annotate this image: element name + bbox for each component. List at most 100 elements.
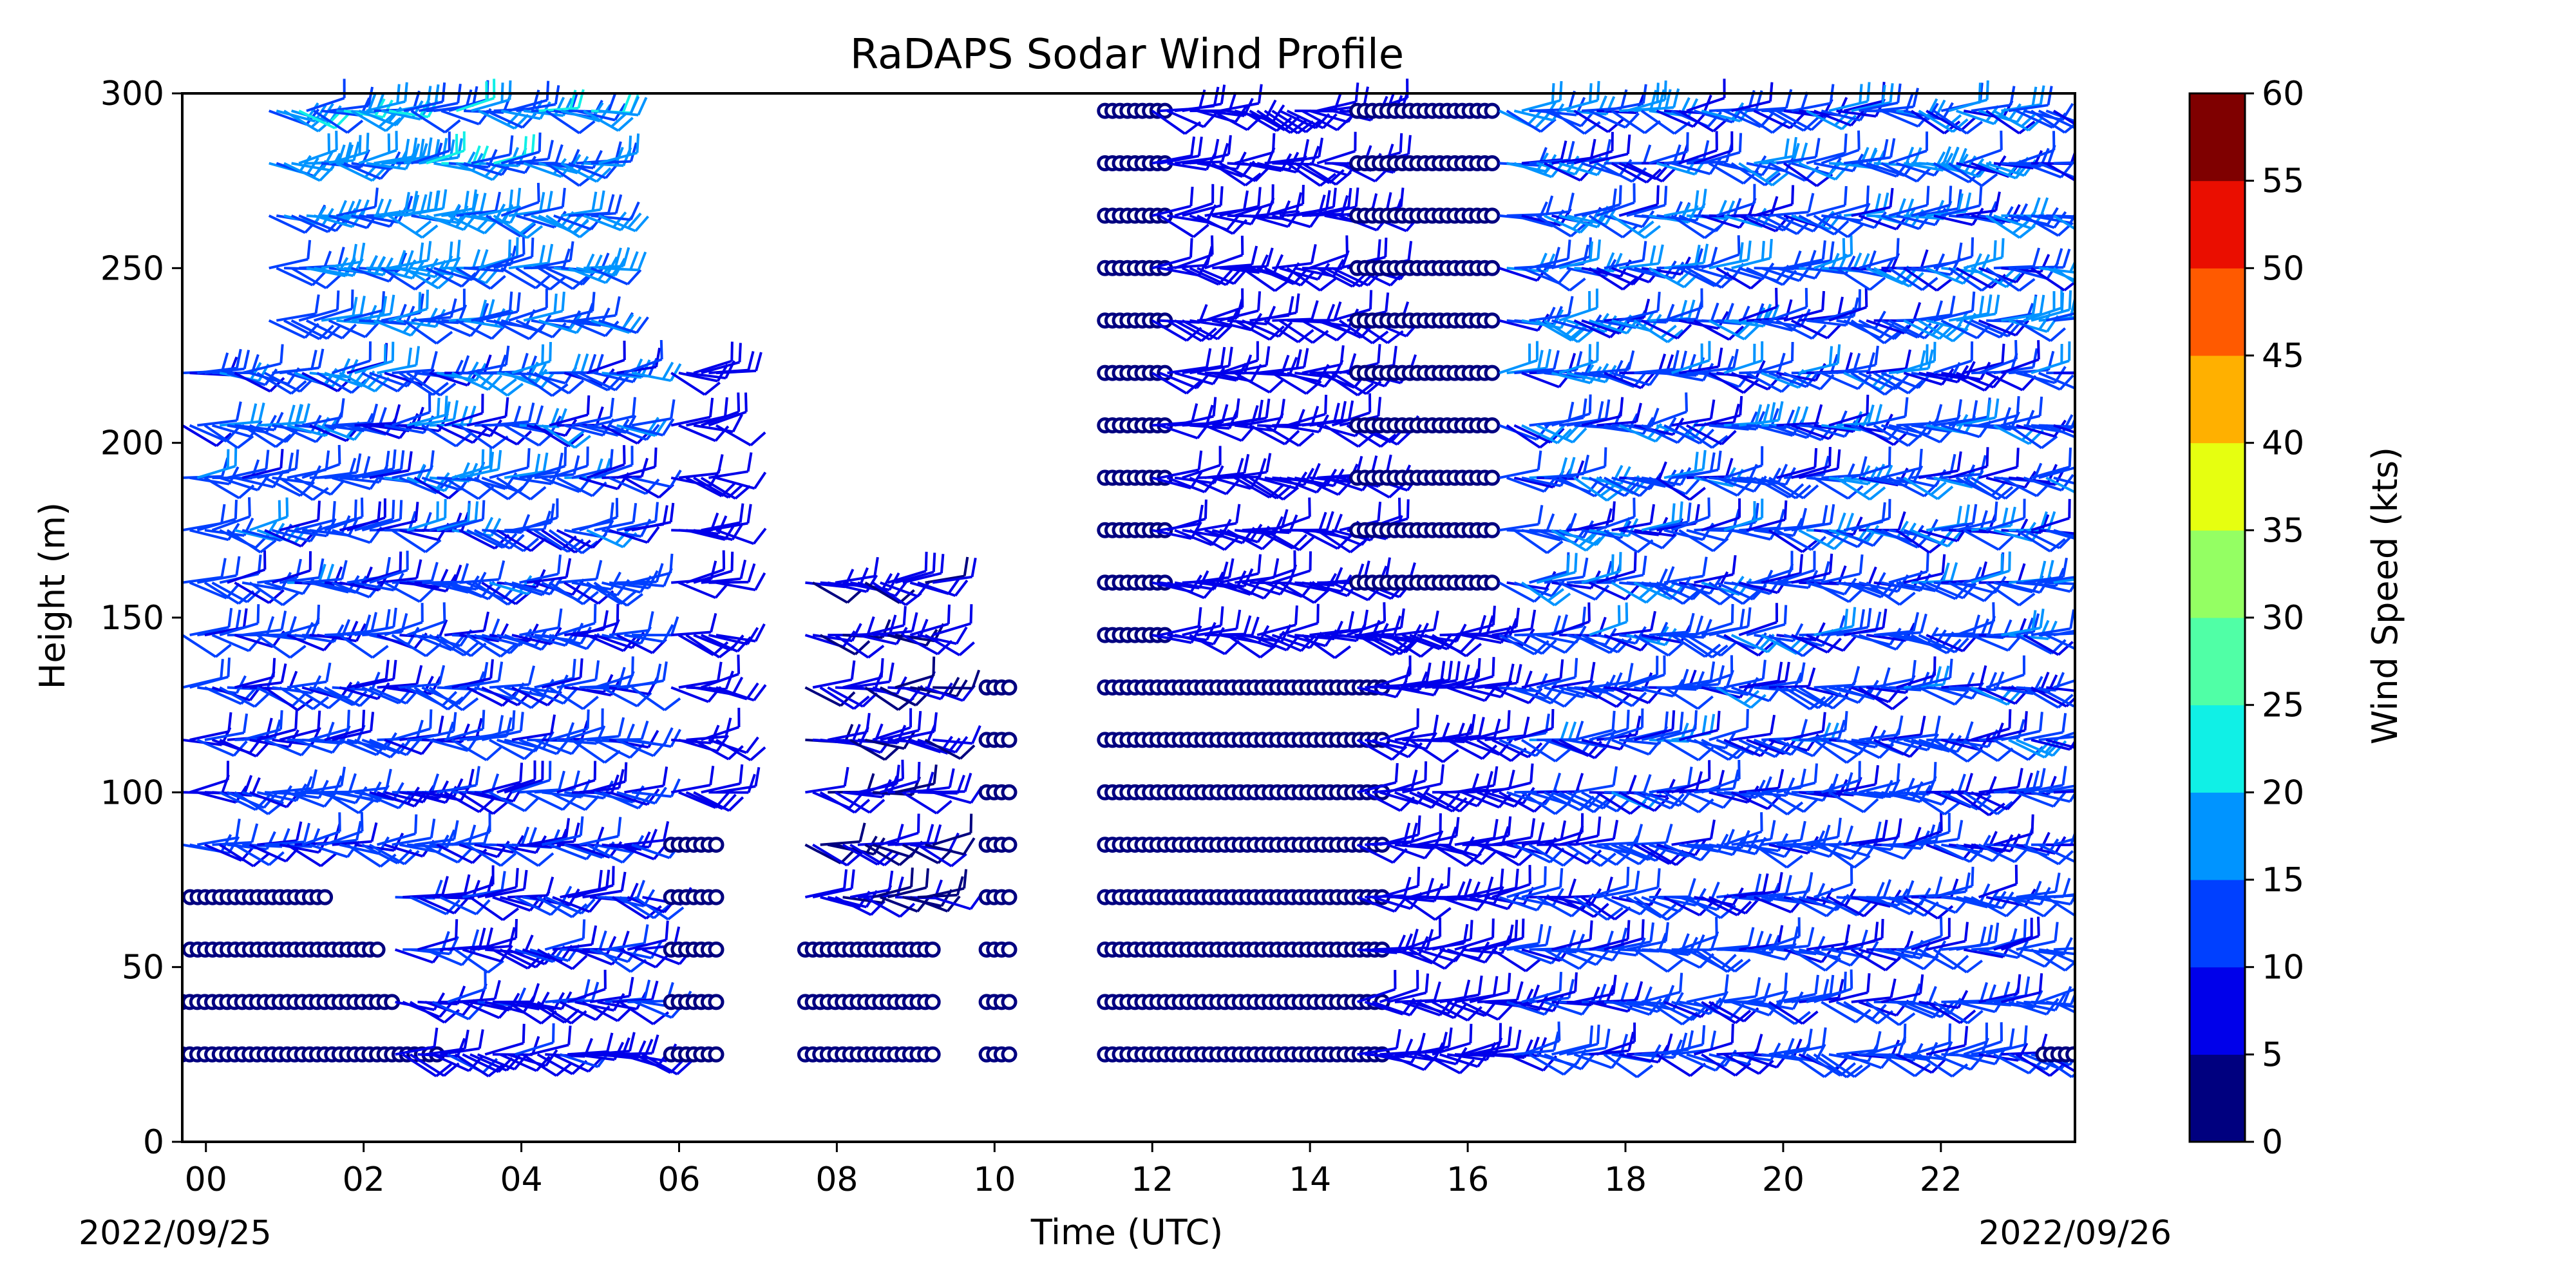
- barb-staff: [835, 574, 875, 584]
- barb-flag: [1265, 453, 1272, 473]
- barb-flag: [631, 656, 634, 676]
- wind-barb: [670, 766, 715, 794]
- barb-staff: [609, 629, 649, 637]
- wind-barb: [561, 190, 605, 217]
- wind-barb: [586, 634, 638, 652]
- barb-staff: [384, 843, 424, 858]
- wind-barb: [413, 634, 466, 652]
- wind-barb: [492, 1036, 540, 1056]
- barb-flag: [370, 612, 377, 632]
- barb-staff: [189, 676, 229, 689]
- barb-staff: [428, 634, 465, 657]
- barb-flag: [558, 674, 569, 694]
- wind-barb: [444, 791, 495, 813]
- barb-flag: [332, 501, 336, 521]
- barb-flag: [580, 898, 596, 914]
- barb-staff: [624, 679, 664, 689]
- barb-staff: [189, 626, 229, 637]
- wind-barb: [556, 660, 600, 689]
- barb-staff: [612, 1052, 653, 1056]
- barb-flag: [404, 138, 410, 158]
- barb-staff: [279, 623, 319, 637]
- barb-flag: [265, 450, 270, 469]
- barb-staff: [481, 730, 522, 741]
- barb-staff: [204, 477, 240, 500]
- wind-barb: [582, 871, 627, 899]
- wind-barb: [459, 791, 509, 815]
- barb-staff: [604, 896, 645, 908]
- barb-staff: [234, 676, 274, 689]
- barb-flag: [248, 635, 263, 652]
- barb-flag: [595, 826, 605, 846]
- barb-flag: [554, 85, 560, 105]
- calm-marker: [1001, 784, 1018, 800]
- barb-flag: [460, 563, 469, 583]
- barb-flag: [737, 392, 741, 412]
- wind-barb: [484, 869, 528, 899]
- barb-staff: [564, 843, 603, 859]
- barb-staff: [619, 948, 657, 969]
- barb-staff: [462, 1001, 500, 1019]
- barb-flag: [439, 382, 457, 397]
- barb-staff: [256, 791, 297, 802]
- barb-staff: [481, 781, 521, 794]
- barb-staff: [497, 738, 536, 753]
- barb-staff: [627, 999, 668, 1003]
- barb-flag: [348, 620, 359, 639]
- barb-staff: [526, 836, 567, 846]
- wind-barb: [671, 612, 717, 637]
- barb-flag: [460, 355, 470, 375]
- barb-staff: [474, 791, 514, 803]
- wind-barb: [249, 729, 299, 748]
- barb-flag: [911, 612, 918, 632]
- wind-barb: [624, 661, 668, 689]
- barb-flag: [1310, 244, 1317, 264]
- wind-barb: [715, 424, 766, 447]
- wind-barb: [454, 948, 504, 974]
- barb-flag: [527, 665, 536, 685]
- barb-staff: [492, 896, 531, 912]
- barb-staff: [529, 1043, 569, 1056]
- barb-flag: [384, 659, 390, 679]
- wind-barb: [384, 603, 424, 636]
- barb-staff: [594, 843, 634, 854]
- barb-flag: [643, 924, 649, 944]
- barb-staff: [425, 892, 466, 899]
- barb-staff: [451, 739, 488, 761]
- barb-flag: [339, 398, 345, 418]
- barb-flag: [453, 820, 459, 840]
- wind-barb: [182, 774, 230, 795]
- barb-flag: [243, 775, 253, 794]
- barb-flag: [280, 611, 287, 630]
- wind-barb: [481, 762, 524, 794]
- barb-flag: [366, 133, 370, 153]
- barb-flag: [662, 661, 668, 681]
- barb-flag: [655, 663, 662, 683]
- wind-barb: [324, 710, 366, 741]
- barb-staff: [586, 843, 623, 864]
- barb-staff: [469, 896, 504, 922]
- barb-staff: [598, 267, 639, 272]
- barb-flag: [357, 799, 375, 814]
- wind-barb: [534, 659, 576, 689]
- barb-staff: [436, 424, 474, 444]
- barb-flag: [598, 930, 607, 950]
- barb-flag: [429, 709, 433, 729]
- barb-staff: [384, 739, 422, 755]
- barb-flag: [676, 1060, 693, 1075]
- barb-flag: [317, 710, 321, 730]
- wind-barb: [414, 712, 457, 741]
- barb-staff: [196, 791, 236, 804]
- barb-flag: [667, 906, 685, 921]
- wind-barb: [549, 709, 590, 741]
- barb-flag: [571, 954, 588, 970]
- barb-flag: [1399, 608, 1405, 628]
- barb-flag: [614, 296, 621, 316]
- wind-barb: [402, 876, 449, 899]
- barb-flag: [662, 624, 674, 643]
- wind-barb: [567, 1032, 614, 1056]
- barb-staff: [474, 843, 514, 854]
- barb-flag: [450, 298, 457, 318]
- barb-staff: [440, 109, 480, 126]
- barb-flag: [659, 339, 663, 360]
